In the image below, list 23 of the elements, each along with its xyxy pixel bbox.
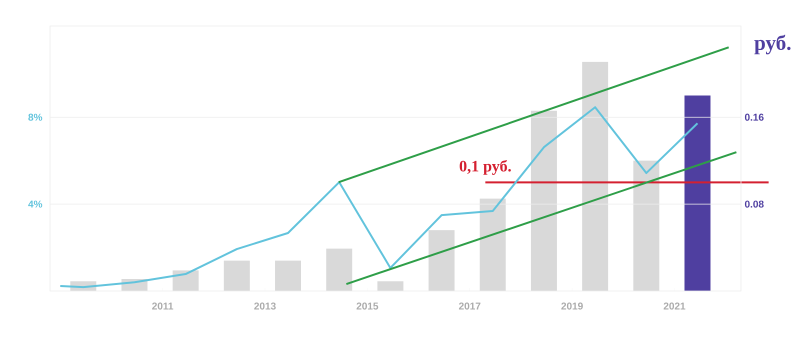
x-tick-label: 2011 — [152, 302, 174, 310]
bar — [684, 96, 710, 291]
bar — [428, 230, 455, 291]
bar — [275, 260, 302, 291]
bar — [633, 160, 660, 291]
y2-tick-label: 0.08 — [744, 200, 764, 208]
bar — [480, 198, 506, 291]
x-tick-label: 2017 — [458, 302, 480, 310]
x-tick-label: 2021 — [664, 302, 686, 310]
y2-tick-label: 0.16 — [744, 114, 764, 121]
x-tick-label: 2019 — [561, 302, 583, 310]
bar — [377, 281, 404, 291]
x-tick-label: 2013 — [254, 302, 276, 310]
bar — [326, 248, 352, 291]
bar — [224, 260, 250, 291]
y2-axis-title: руб. — [754, 34, 791, 54]
y-tick-label: 4% — [28, 200, 42, 208]
ref-line-label: 0,1 руб. — [460, 160, 511, 175]
bar — [530, 110, 557, 291]
y-tick-label: 8% — [28, 114, 42, 121]
line-series — [59, 106, 698, 288]
x-tick-label: 2015 — [356, 302, 378, 310]
bar — [582, 62, 608, 291]
